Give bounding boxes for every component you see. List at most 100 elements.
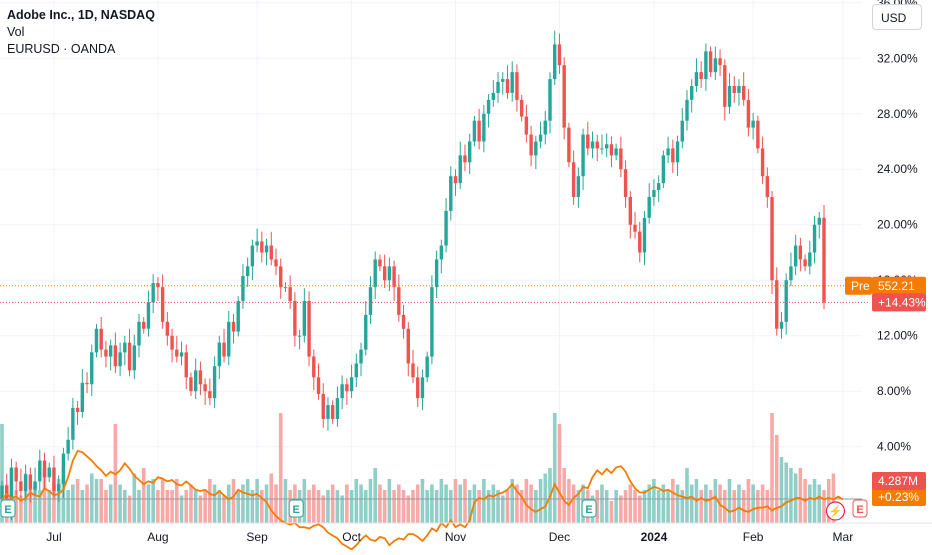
candle [501,79,505,82]
candle [368,287,373,315]
volume-bar [66,490,70,523]
candle [264,245,269,253]
volume-bar [467,490,472,523]
last-pct-badge: +14.43% [872,293,926,312]
candle [94,328,99,353]
candle [279,266,283,288]
candle [496,81,500,93]
volume-bar [363,490,368,523]
volume-bar [505,490,510,523]
volume-bar [652,479,656,523]
candle [90,352,94,385]
candle [741,86,746,100]
candle [250,245,255,267]
candle [425,356,429,378]
candle [222,342,226,357]
volume-bar [302,479,307,523]
candle [23,474,28,492]
volume-bar [387,479,392,523]
candle [534,141,538,156]
earnings-label: E [4,504,11,516]
volume-bar [278,413,283,523]
volume-bar [609,501,614,523]
candle [330,405,335,419]
volume-bar [760,484,765,523]
volume-bar [576,490,581,523]
candle [227,321,231,357]
volume-bar [397,484,401,523]
candle [737,86,741,93]
candle [609,144,614,156]
candle [179,352,184,357]
compare-pct-badge-bg [872,488,926,507]
volume-bar [208,479,212,523]
x-tick-label: 2024 [641,530,668,544]
y-tick-label: 20.00% [877,218,918,232]
candle [642,217,647,253]
candle [699,72,703,80]
volume-bar [14,490,18,523]
volume-bar [411,490,415,523]
volume-bar [756,490,760,523]
candle [434,259,439,288]
candle [751,120,755,128]
x-tick-label: Dec [549,530,570,544]
split-marker: ⚡ [825,501,846,521]
candle [231,321,236,332]
candle [208,391,212,399]
candle [236,301,240,332]
volume-bar [241,484,245,523]
volume-bar [89,473,94,523]
candle [708,51,713,73]
volume-bar [245,479,250,523]
volume-bar [321,495,326,523]
candle [406,328,410,364]
volume-bar [538,479,543,523]
volume-bar [392,490,396,523]
y-tick-label: 4.00% [877,440,911,454]
candle [515,72,519,100]
symbol-title[interactable]: Adobe Inc., 1D, NASDAQ [7,8,155,22]
compare-pct-badge-text: +0.23% [878,490,919,504]
candle [217,342,222,367]
volume-bar [543,473,548,523]
candle [647,196,651,218]
candle [775,280,779,329]
candle [765,176,770,197]
candle [420,377,425,399]
candle [690,86,694,100]
volume-bar [699,490,703,523]
candle [723,65,727,107]
volume-legend[interactable]: Vol [7,25,25,39]
volume-bar [0,424,4,523]
candle [47,467,51,478]
volume-bar [812,479,817,523]
candle [283,287,288,289]
volume-bar [831,473,836,523]
volume-bar [47,490,52,523]
candle [595,141,599,149]
currency-button[interactable]: USD [872,4,922,30]
candle [656,183,661,191]
candle [553,44,557,80]
volume-bar [127,495,132,523]
candles [0,30,826,520]
volume-bar [619,495,623,523]
candle [175,349,179,357]
x-tick-label: Feb [743,530,764,544]
volume-bar [647,484,652,523]
volume-bar [510,479,515,523]
candle [354,363,359,378]
volume-bar [798,468,803,523]
candle [392,266,396,288]
candle [519,99,524,117]
volume-bar [675,484,680,523]
compare-legend[interactable]: EURUSD · OANDA [7,42,116,56]
volume-bar [600,484,604,523]
volume-bar [453,479,458,523]
candle [793,245,798,267]
candle [156,283,160,288]
lightning-icon [825,501,846,521]
